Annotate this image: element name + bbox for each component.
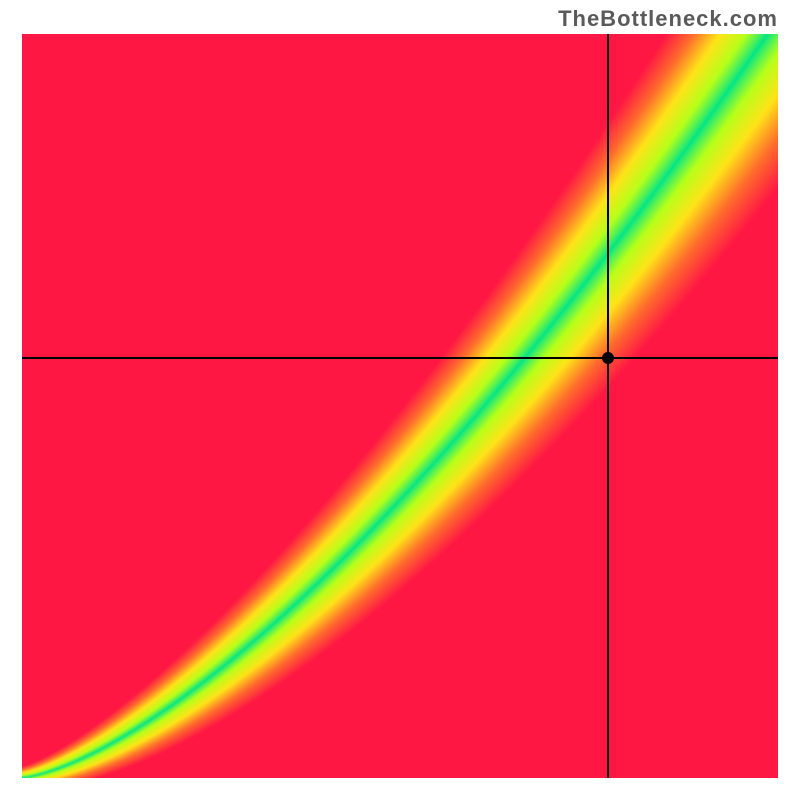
heatmap-plot-area	[22, 34, 778, 778]
crosshair-horizontal	[22, 357, 778, 359]
marker-dot	[602, 352, 614, 364]
watermark-text: TheBottleneck.com	[558, 6, 778, 32]
crosshair-vertical	[607, 34, 609, 778]
heatmap-canvas	[22, 34, 778, 778]
